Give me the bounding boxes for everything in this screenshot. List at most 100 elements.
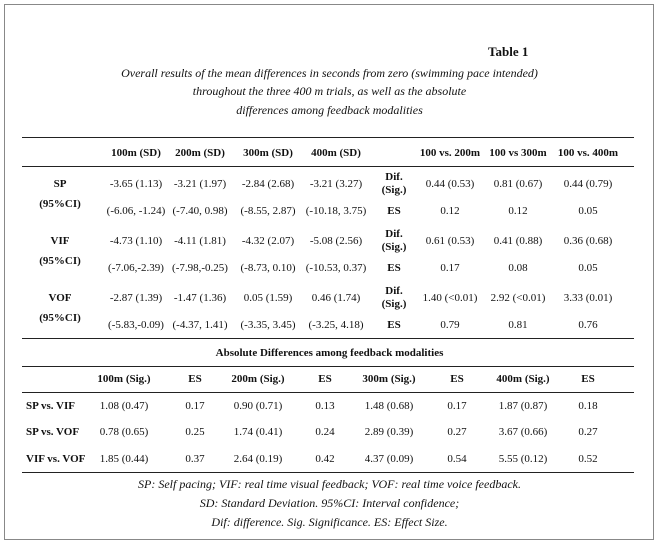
- table-cell: 0.44 (0.79): [563, 177, 613, 190]
- column-header: 100m (SD): [111, 146, 161, 159]
- rule: [22, 166, 634, 167]
- rule: [22, 472, 634, 473]
- table-cell: (-5.83,-0.09): [108, 318, 164, 331]
- stat-label: ES: [387, 204, 401, 217]
- table-cell: (-7.40, 0.98): [172, 204, 228, 217]
- table-cell: 3.67 (0.66): [498, 425, 548, 438]
- table-cell: 1.48 (0.68): [364, 399, 414, 412]
- table-cell: 1.74 (0.41): [233, 425, 283, 438]
- table-cell: 0.61 (0.53): [425, 234, 475, 247]
- caption-line: differences among feedback modalities: [236, 103, 423, 117]
- footnote: Dif: difference. Sig. Significance. ES: …: [211, 515, 448, 529]
- table-cell: 0.52: [578, 452, 598, 465]
- column-header: 100 vs 300m: [489, 146, 547, 159]
- table-cell: 0.13: [315, 399, 335, 412]
- table-cell: (-3.25, 4.18): [308, 318, 364, 331]
- table-cell: 0.18: [578, 399, 598, 412]
- table-cell: -2.84 (2.68): [241, 177, 295, 190]
- column-header: 200m (Sig.): [231, 372, 285, 385]
- table-cell: 0.44 (0.53): [425, 177, 475, 190]
- table-cell: -3.21 (3.27): [309, 177, 363, 190]
- row-label: SP: [53, 177, 67, 190]
- table-cell: 1.85 (0.44): [99, 452, 149, 465]
- table-cell: 0.17: [447, 399, 467, 412]
- row-label: SP vs. VIF: [26, 399, 76, 412]
- row-label: (95%CI): [39, 255, 81, 267]
- table-cell: (-10.18, 3.75): [305, 204, 367, 217]
- frame: [4, 4, 654, 540]
- column-header: 200m (SD): [175, 146, 225, 159]
- table-cell: 0.05: [578, 204, 598, 217]
- table-cell: 4.37 (0.09): [364, 452, 414, 465]
- table-cell: 1.87 (0.87): [498, 399, 548, 412]
- rule: [22, 392, 634, 393]
- table-cell: (-7.98,-0.25): [172, 261, 228, 274]
- table-cell: 0.41 (0.88): [493, 234, 543, 247]
- row-label: (95%CI): [39, 312, 81, 324]
- table-cell: (-6.06, -1.24): [106, 204, 166, 217]
- row-label: (95%CI): [39, 198, 81, 210]
- table-cell: 0.78 (0.65): [99, 425, 149, 438]
- table-cell: 0.17: [440, 261, 460, 274]
- column-header: ES: [188, 372, 202, 385]
- table-cell: 2.92 (<0.01): [490, 291, 546, 304]
- table-cell: -3.21 (1.97): [173, 177, 227, 190]
- table-cell: 0.17: [185, 399, 205, 412]
- row-label: VOF: [48, 291, 72, 304]
- stat-label: ES: [387, 261, 401, 274]
- column-header: 300m (Sig.): [362, 372, 416, 385]
- table-cell: 1.40 (<0.01): [422, 291, 478, 304]
- table-cell: 0.08: [508, 261, 528, 274]
- rule: [22, 366, 634, 367]
- table-cell: 0.79: [440, 318, 460, 331]
- table-cell: 0.25: [185, 425, 205, 438]
- table-cell: 0.24: [315, 425, 335, 438]
- footnote: SP: Self pacing; VIF: real time visual f…: [138, 477, 521, 491]
- table-cell: -4.11 (1.81): [174, 234, 226, 247]
- table-title: Table 1: [488, 44, 529, 59]
- table-cell: (-7.06,-2.39): [108, 261, 164, 274]
- column-header: ES: [450, 372, 464, 385]
- table-cell: 0.42: [315, 452, 335, 465]
- table-cell: 1.08 (0.47): [99, 399, 149, 412]
- stat-label: Dif. (Sig.): [381, 228, 407, 253]
- table-cell: 2.64 (0.19): [233, 452, 283, 465]
- column-header: ES: [318, 372, 332, 385]
- table-cell: 0.37: [185, 452, 205, 465]
- table-cell: -4.32 (2.07): [241, 234, 295, 247]
- footnote: SD: Standard Deviation. 95%CI: Interval …: [199, 496, 460, 510]
- table-cell: -3.65 (1.13): [109, 177, 163, 190]
- table-cell: 5.55 (0.12): [498, 452, 548, 465]
- stat-label: Dif. (Sig.): [381, 171, 407, 196]
- table-cell: (-4.37, 1.41): [172, 318, 228, 331]
- table-cell: 0.81 (0.67): [493, 177, 543, 190]
- table-cell: 0.90 (0.71): [233, 399, 283, 412]
- caption-line: Overall results of the mean differences …: [121, 66, 538, 80]
- column-header: 100m (Sig.): [97, 372, 151, 385]
- column-header: 100 vs. 200m: [419, 146, 481, 159]
- table-cell: 2.89 (0.39): [364, 425, 414, 438]
- rule: [22, 137, 634, 138]
- table-cell: 0.54: [447, 452, 467, 465]
- table-cell: 0.05: [578, 261, 598, 274]
- table-cell: (-3.35, 3.45): [240, 318, 296, 331]
- table-cell: 3.33 (0.01): [563, 291, 613, 304]
- row-label: SP vs. VOF: [26, 425, 80, 438]
- column-header: 100 vs. 400m: [557, 146, 619, 159]
- table-cell: -2.87 (1.39): [109, 291, 163, 304]
- table-cell: 0.05 (1.59): [243, 291, 293, 304]
- table-cell: 0.12: [508, 204, 528, 217]
- section-title: Absolute Differences among feedback moda…: [215, 347, 444, 359]
- table-cell: 0.27: [447, 425, 467, 438]
- row-label: VIF vs. VOF: [26, 452, 86, 465]
- column-header: 300m (SD): [243, 146, 293, 159]
- table-cell: (-8.73, 0.10): [240, 261, 296, 274]
- table-cell: (-10.53, 0.37): [305, 261, 367, 274]
- table-cell: 0.46 (1.74): [311, 291, 361, 304]
- stat-label: Dif. (Sig.): [381, 285, 407, 310]
- column-header: 400m (SD): [311, 146, 361, 159]
- table-cell: 0.27: [578, 425, 598, 438]
- table-cell: 0.36 (0.68): [563, 234, 613, 247]
- table-cell: -4.73 (1.10): [109, 234, 163, 247]
